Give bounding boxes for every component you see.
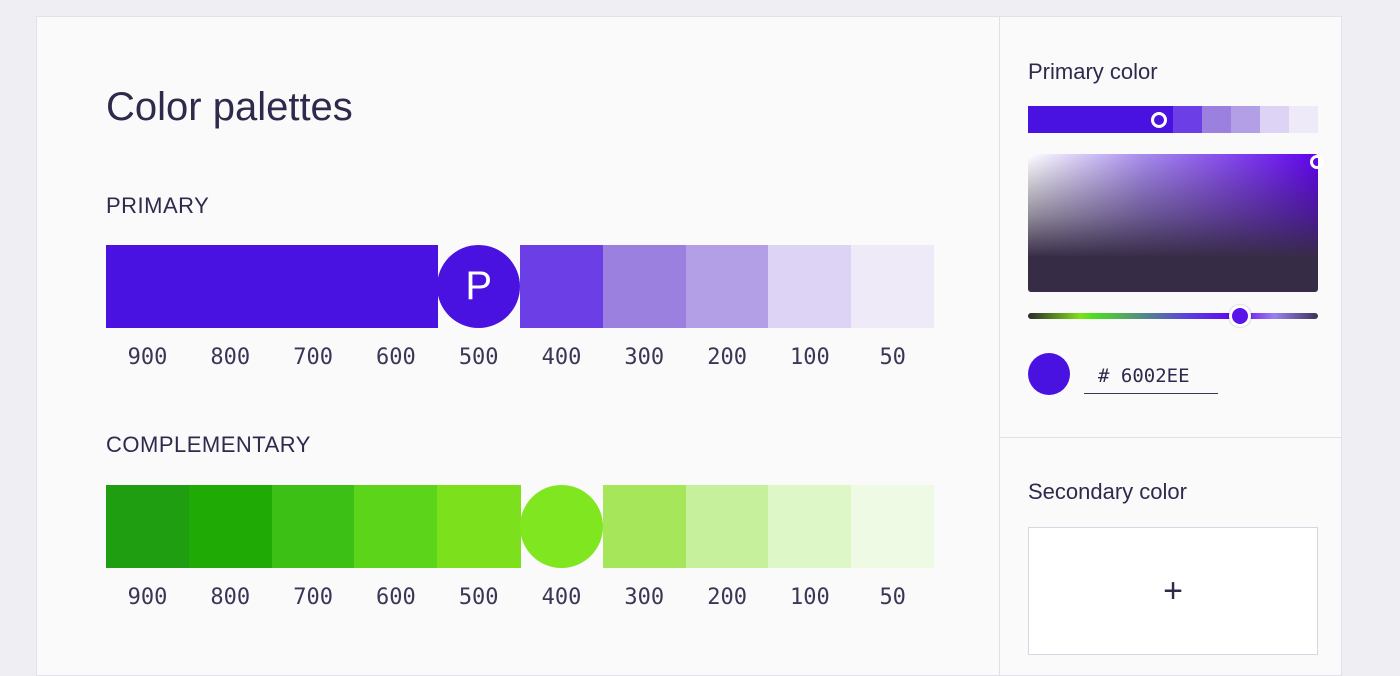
tone-segment[interactable] bbox=[1231, 106, 1260, 133]
tone-segment[interactable] bbox=[1202, 106, 1231, 133]
color-sidebar: Primary color # 6002EE Secondary color + bbox=[999, 17, 1341, 675]
complementary-shade-label-900: 900 bbox=[127, 585, 168, 610]
primary-swatch-400[interactable] bbox=[520, 245, 604, 328]
tone-segment[interactable] bbox=[1289, 106, 1318, 133]
primary-shade-label-600: 600 bbox=[376, 345, 416, 370]
complementary-swatch-500[interactable] bbox=[437, 485, 521, 568]
primary-shade-label-400: 400 bbox=[541, 345, 582, 370]
primary-swatch-800[interactable] bbox=[188, 245, 273, 328]
primary-swatch-50[interactable] bbox=[851, 245, 935, 328]
complementary-section-label: COMPLEMENTARY bbox=[106, 432, 311, 457]
hue-slider-thumb[interactable] bbox=[1229, 305, 1251, 327]
hex-input[interactable]: # 6002EE bbox=[1084, 362, 1218, 394]
complementary-swatch-900[interactable] bbox=[106, 485, 190, 568]
complementary-shade-label-200: 200 bbox=[707, 585, 747, 610]
primary-swatch-200[interactable] bbox=[685, 245, 770, 328]
complementary-swatch-50[interactable] bbox=[851, 485, 935, 568]
primary-swatch-100[interactable] bbox=[768, 245, 853, 328]
primary-shade-label-900: 900 bbox=[127, 345, 168, 370]
saturation-picker[interactable] bbox=[1028, 154, 1318, 292]
complementary-swatch-200[interactable] bbox=[685, 485, 770, 568]
tone-selector-handle[interactable] bbox=[1151, 112, 1167, 128]
complementary-shade-label-50: 50 bbox=[879, 585, 906, 610]
key-shade-label: P bbox=[465, 264, 493, 308]
hue-slider-track[interactable] bbox=[1028, 313, 1318, 319]
primary-shade-label-800: 800 bbox=[210, 345, 251, 370]
primary-swatch-300[interactable] bbox=[602, 245, 687, 328]
primary-palette-strip: P bbox=[106, 245, 935, 328]
tone-segment[interactable] bbox=[1028, 106, 1173, 133]
complementary-shade-label-700: 700 bbox=[293, 585, 333, 610]
primary-section-label: PRIMARY bbox=[106, 193, 210, 218]
current-color-swatch bbox=[1028, 353, 1070, 395]
complementary-swatch-600[interactable] bbox=[354, 485, 439, 568]
palette-card: Color palettes PRIMARY P 900 800 700 600 500… bbox=[36, 16, 1342, 676]
complementary-shade-label-500: 500 bbox=[458, 585, 499, 610]
complementary-shade-label-800: 800 bbox=[210, 585, 251, 610]
complementary-swatch-700[interactable] bbox=[271, 485, 356, 568]
complementary-shade-label-300: 300 bbox=[624, 585, 665, 610]
primary-shade-label-100: 100 bbox=[790, 345, 830, 370]
primary-shade-label-50: 50 bbox=[879, 345, 906, 370]
sidebar-divider bbox=[1000, 437, 1341, 438]
primary-swatch-500[interactable]: P bbox=[437, 245, 521, 328]
tone-segment[interactable] bbox=[1173, 106, 1202, 133]
tone-segment[interactable] bbox=[1260, 106, 1289, 133]
complementary-swatch-800[interactable] bbox=[188, 485, 273, 568]
page-title: Color palettes bbox=[106, 85, 353, 129]
primary-color-title: Primary color bbox=[1028, 59, 1158, 84]
primary-swatch-700[interactable] bbox=[271, 245, 356, 328]
primary-shade-label-500: 500 bbox=[458, 345, 499, 370]
complementary-swatch-300[interactable] bbox=[602, 485, 687, 568]
plus-icon: + bbox=[1163, 571, 1183, 610]
palettes-panel: Color palettes PRIMARY P 900 800 700 600 500… bbox=[37, 17, 999, 675]
picker-handle[interactable] bbox=[1310, 155, 1324, 169]
complementary-shade-label-600: 600 bbox=[376, 585, 416, 610]
primary-swatch-900[interactable] bbox=[106, 245, 190, 328]
add-secondary-color-button[interactable]: + bbox=[1028, 527, 1318, 655]
complementary-shade-label-400: 400 bbox=[541, 585, 582, 610]
complementary-swatch-400[interactable] bbox=[520, 485, 603, 568]
primary-swatch-600[interactable] bbox=[354, 245, 439, 328]
primary-shade-label-300: 300 bbox=[624, 345, 665, 370]
complementary-swatch-100[interactable] bbox=[768, 485, 853, 568]
complementary-shade-label-100: 100 bbox=[790, 585, 830, 610]
primary-shade-label-700: 700 bbox=[293, 345, 333, 370]
primary-tone-bar[interactable] bbox=[1028, 106, 1318, 133]
secondary-color-title: Secondary color bbox=[1028, 479, 1187, 504]
primary-shade-label-200: 200 bbox=[707, 345, 747, 370]
complementary-palette-strip bbox=[106, 485, 935, 568]
